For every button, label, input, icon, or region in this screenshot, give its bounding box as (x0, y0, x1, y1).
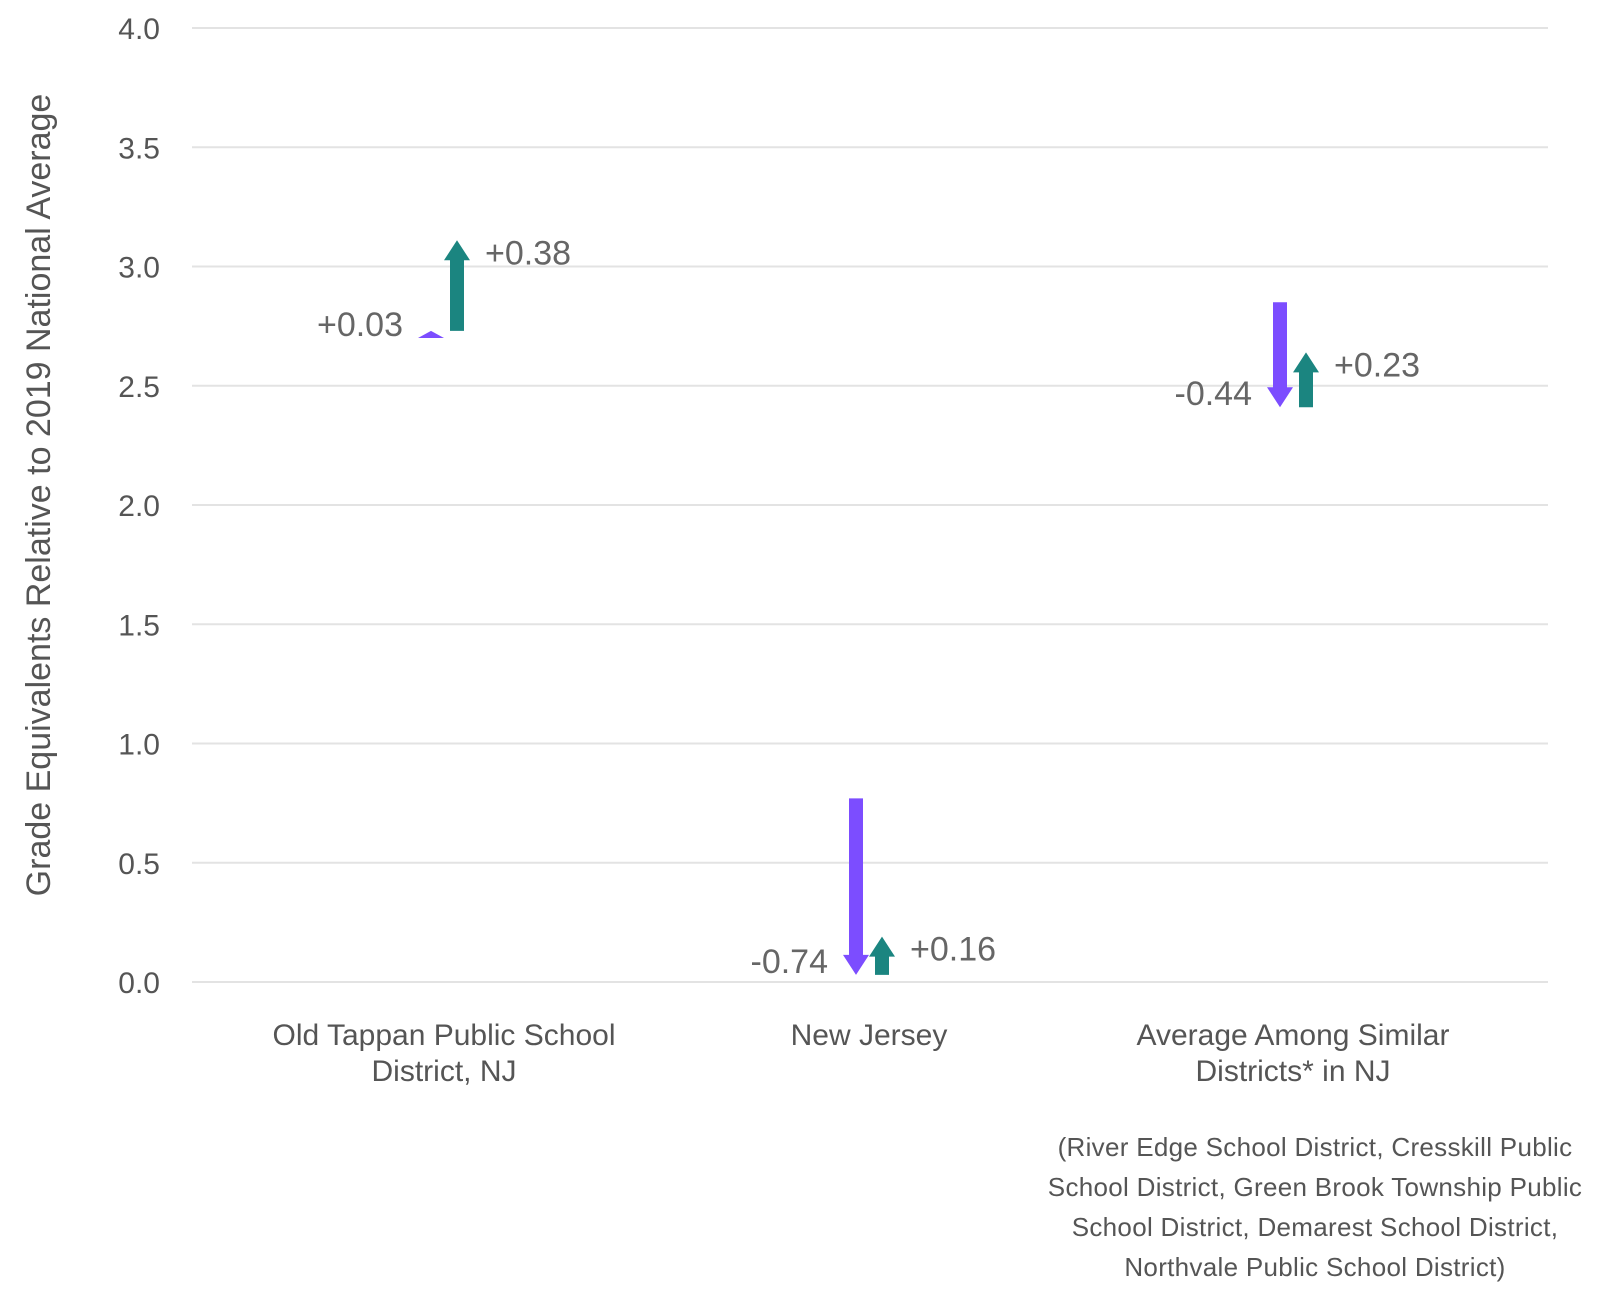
data-label: +0.38 (485, 234, 571, 272)
y-tick-label: 1.5 (118, 609, 160, 642)
y-tick-label: 3.5 (118, 132, 160, 165)
arrow-mark (1267, 302, 1293, 408)
y-tick-label: 0.0 (118, 967, 160, 1000)
x-tick-label: Districts* in NJ (1195, 1055, 1390, 1088)
y-axis-label: Grade Equivalents Relative to 2019 Natio… (20, 94, 58, 897)
data-label: +0.03 (317, 306, 403, 344)
y-tick-labels: 0.0 0.5 1.0 1.5 2.0 2.5 3.0 3.5 4.0 (118, 13, 160, 1000)
footnote: (River Edge School District, Cresskill P… (1047, 1132, 1583, 1282)
y-tick-label: 1.0 (118, 729, 160, 762)
y-tick-label: 2.0 (118, 490, 160, 523)
x-tick-label: Average Among Similar (1137, 1019, 1450, 1052)
x-tick-label: Old Tappan Public School (272, 1019, 615, 1052)
y-tick-label: 3.0 (118, 252, 160, 285)
data-label: -0.74 (751, 943, 829, 981)
data-label: +0.16 (910, 931, 996, 969)
data-label: -0.44 (1175, 375, 1253, 413)
y-tick-label: 0.5 (118, 848, 160, 881)
x-tick-label: New Jersey (791, 1019, 948, 1052)
y-tick-label: 4.0 (118, 13, 160, 46)
data-label: +0.23 (1334, 346, 1420, 384)
y-tick-label: 2.5 (118, 371, 160, 404)
arrow-mark (444, 240, 470, 331)
x-tick-label: District, NJ (372, 1055, 517, 1088)
arrow-marks (418, 240, 1319, 975)
arrow-mark (1293, 352, 1319, 408)
data-labels: +0.03 -0.74 -0.44 +0.38 +0.16 +0.23 (317, 234, 1420, 981)
arrow-mark (843, 798, 869, 975)
arrow-mark (869, 936, 895, 975)
grid-lines (192, 27, 1548, 983)
arrow-mark (418, 330, 444, 339)
